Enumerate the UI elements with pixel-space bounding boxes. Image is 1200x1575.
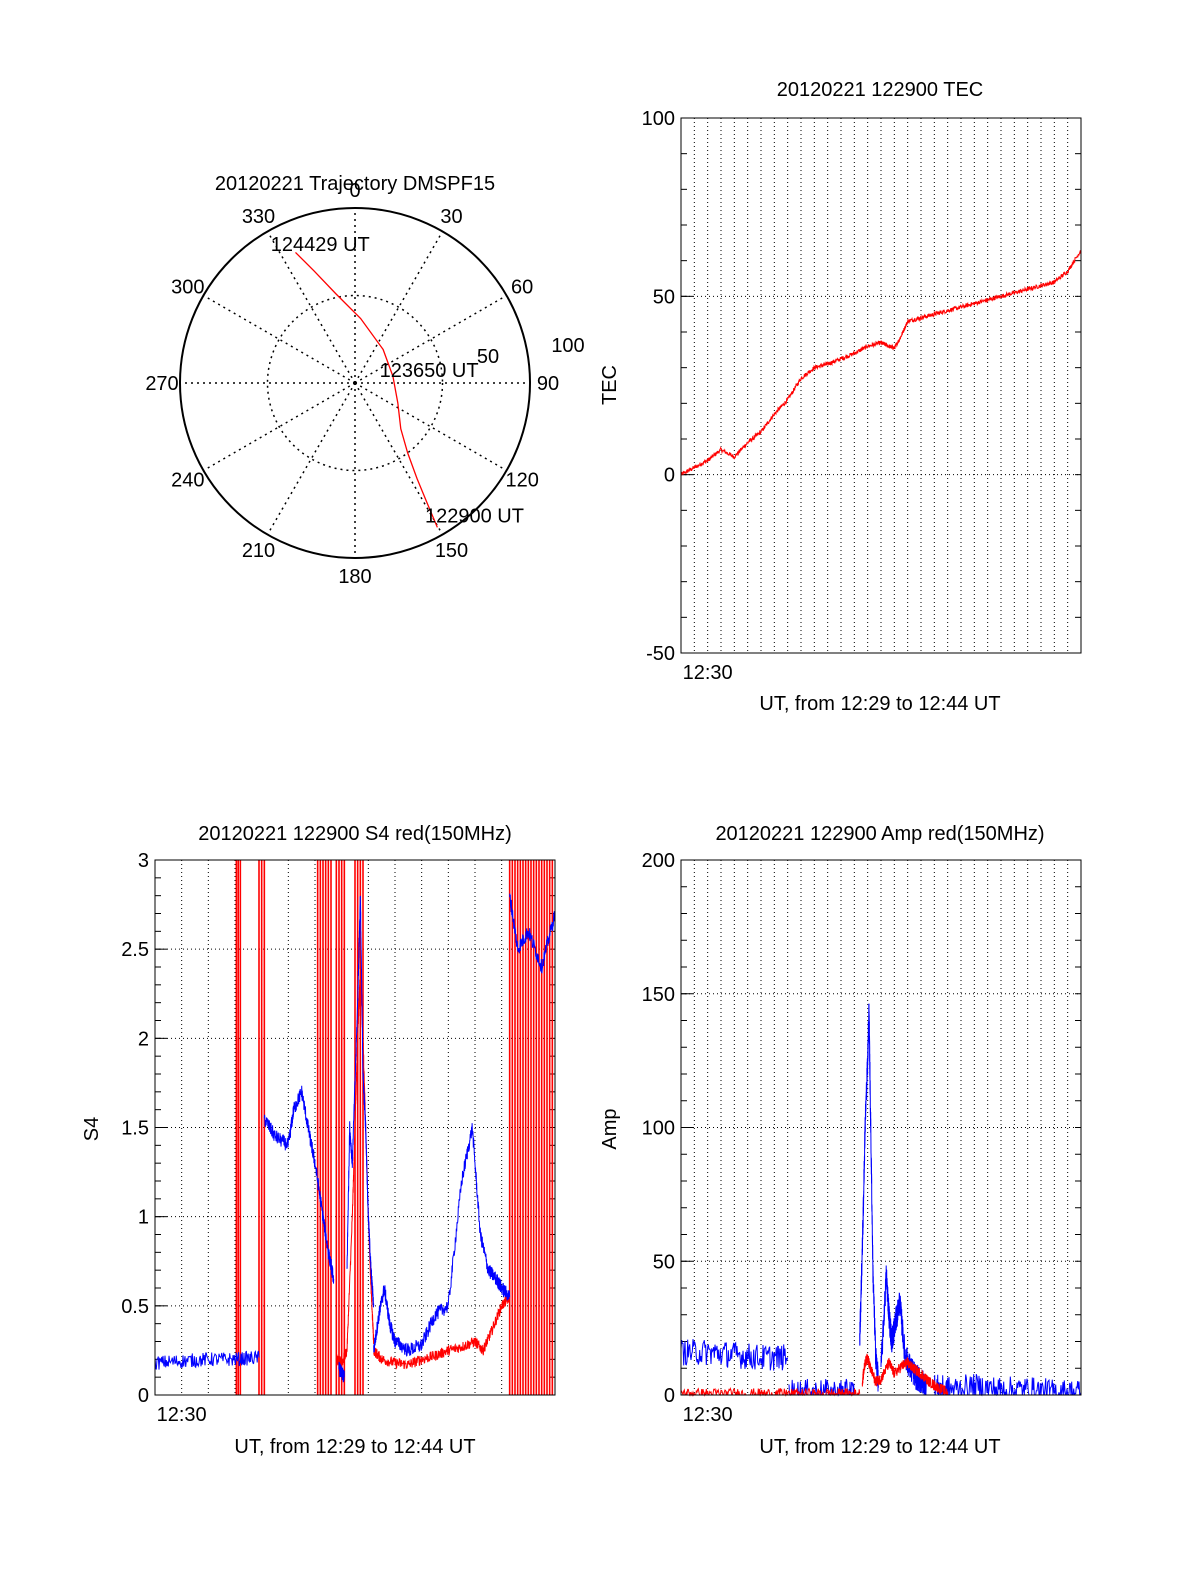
series-line	[346, 895, 375, 1308]
polar-spoke	[354, 294, 507, 384]
y-tick-label: 100	[642, 1118, 675, 1140]
trajectory-polar-chart: 20120221 Trajectory DMSPF15 0 30 60 90 120 15…	[145, 173, 584, 588]
amp-ylabel: Amp	[599, 1108, 621, 1149]
polar-spoke	[266, 231, 356, 384]
y-tick-label: 1.5	[121, 1118, 149, 1140]
series-line	[509, 893, 556, 974]
series-line	[373, 1123, 511, 1357]
polar-spoke	[203, 382, 356, 472]
polar-angle-label: 0	[349, 180, 360, 202]
x-tick-label: 12:30	[683, 1404, 733, 1426]
x-tick-label: 12:30	[683, 662, 733, 684]
y-tick-label: 2	[138, 1028, 149, 1050]
series-line	[680, 249, 1082, 476]
y-tick-label: 2.5	[121, 939, 149, 961]
polar-angle-label: 90	[537, 373, 559, 395]
tec-title: 20120221 122900 TEC	[777, 79, 983, 101]
series-line	[373, 1294, 511, 1370]
trajectory-time-label: 124429 UT	[271, 234, 370, 256]
y-tick-label: 0	[138, 1385, 149, 1407]
polar-angle-label: 180	[338, 566, 371, 588]
polar-radius-label: 100	[551, 335, 584, 357]
polar-title: 20120221 Trajectory DMSPF15	[215, 173, 495, 195]
polar-angle-label: 300	[171, 277, 204, 299]
y-tick-label: -50	[646, 643, 675, 665]
y-tick-label: 0.5	[121, 1296, 149, 1318]
polar-angle-label: 330	[242, 206, 275, 228]
trajectory-time-label: 123650 UT	[380, 360, 479, 382]
y-tick-label: 100	[642, 108, 675, 130]
y-tick-label: 0	[664, 465, 675, 487]
polar-radius-label: 50	[477, 346, 499, 368]
series-line	[680, 1339, 789, 1371]
polar-spoke	[354, 382, 444, 535]
series-line	[338, 1361, 345, 1383]
plot-frame	[680, 117, 1082, 654]
polar-angle-label: 30	[440, 206, 462, 228]
s4-xlabel: UT, from 12:29 to 12:44 UT	[234, 1436, 475, 1458]
series-line	[859, 1003, 879, 1392]
y-tick-label: 50	[653, 1251, 675, 1273]
x-tick-label: 12:30	[157, 1404, 207, 1426]
tec-xlabel: UT, from 12:29 to 12:44 UT	[759, 693, 1000, 715]
series-line	[933, 1374, 1082, 1397]
tec-line-chart: 20120221 122900 TEC TEC UT, from 12:29 t…	[599, 79, 1082, 715]
polar-angle-label: 210	[242, 540, 275, 562]
y-tick-label: 0	[664, 1385, 675, 1407]
s4-ylabel: S4	[81, 1117, 103, 1141]
y-tick-label: 50	[653, 286, 675, 308]
plot-frame	[680, 859, 1082, 1396]
s4-title: 20120221 122900 S4 red(150MHz)	[198, 823, 512, 845]
amp-line-chart: 20120221 122900 Amp red(150MHz) Amp UT, …	[599, 823, 1082, 1458]
y-tick-label: 1	[138, 1207, 149, 1229]
y-tick-label: 3	[138, 850, 149, 872]
polar-spoke	[266, 382, 356, 535]
amp-xlabel: UT, from 12:29 to 12:44 UT	[759, 1436, 1000, 1458]
y-tick-label: 150	[642, 984, 675, 1006]
polar-angle-label: 150	[435, 540, 468, 562]
polar-angle-label: 270	[145, 373, 178, 395]
polar-angle-label: 240	[171, 470, 204, 492]
polar-ring-50	[266, 294, 444, 472]
tec-ylabel: TEC	[599, 365, 621, 405]
trajectory-time-label: 122900 UT	[425, 506, 524, 528]
plot-frame	[154, 859, 556, 1396]
series-line	[861, 1353, 949, 1396]
polar-angle-label: 120	[505, 470, 538, 492]
amp-title: 20120221 122900 Amp red(150MHz)	[715, 823, 1044, 845]
polar-spoke	[354, 382, 507, 472]
y-tick-label: 200	[642, 850, 675, 872]
trajectory-line	[295, 251, 438, 528]
s4-line-chart: 20120221 122900 S4 red(150MHz) S4 UT, fr…	[81, 823, 556, 1458]
polar-spoke	[354, 231, 444, 384]
series-line	[154, 1349, 260, 1370]
polar-spoke	[203, 294, 356, 384]
polar-angle-label: 60	[511, 277, 533, 299]
series-line	[263, 1085, 335, 1284]
